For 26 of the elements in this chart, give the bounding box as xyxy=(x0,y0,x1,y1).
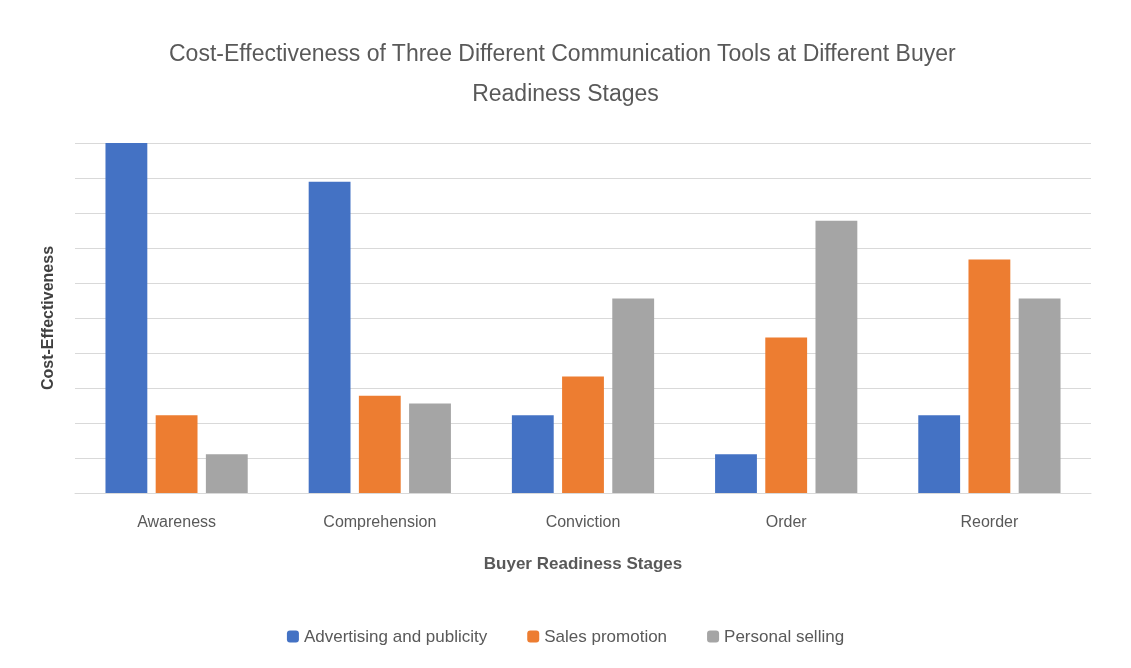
x-tick-label: Awareness xyxy=(137,512,217,530)
x-tick-label: Conviction xyxy=(545,512,621,530)
x-tick-label: Comprehension xyxy=(323,512,437,530)
bar xyxy=(358,395,401,493)
x-tick-label: Reorder xyxy=(960,512,1019,530)
bar xyxy=(155,415,198,493)
legend-label: Sales promotion xyxy=(544,627,668,646)
bar xyxy=(612,298,655,493)
bar xyxy=(918,415,961,493)
bar xyxy=(765,337,808,493)
legend-label: Personal selling xyxy=(724,627,845,646)
bar xyxy=(105,143,148,493)
bar xyxy=(205,454,248,493)
bar xyxy=(562,376,604,493)
bar xyxy=(815,220,858,493)
bar xyxy=(308,181,351,493)
y-axis-title: Cost-Effectiveness xyxy=(38,245,56,391)
bar xyxy=(409,403,451,493)
bar xyxy=(511,415,554,493)
bar xyxy=(968,259,1011,493)
x-axis-title: Buyer Readiness Stages xyxy=(483,554,683,573)
legend-label: Advertising and publicity xyxy=(303,627,488,646)
bar xyxy=(1018,298,1061,493)
chart-title: Cost-Effectiveness of Three Different Communication Tools at Different Buyer Readiness Stages xyxy=(168,40,963,106)
x-tick-label: Order xyxy=(765,512,808,530)
bar xyxy=(715,454,757,493)
